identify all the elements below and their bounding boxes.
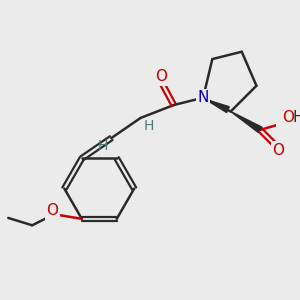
Polygon shape: [231, 112, 262, 133]
Text: O: O: [272, 142, 284, 158]
Text: H: H: [293, 110, 300, 125]
Text: O: O: [155, 69, 167, 84]
Text: O: O: [46, 203, 58, 218]
Text: N: N: [197, 90, 209, 105]
Text: H: H: [144, 119, 154, 133]
Text: H: H: [98, 140, 108, 153]
Polygon shape: [206, 100, 229, 112]
Text: O: O: [283, 110, 295, 125]
